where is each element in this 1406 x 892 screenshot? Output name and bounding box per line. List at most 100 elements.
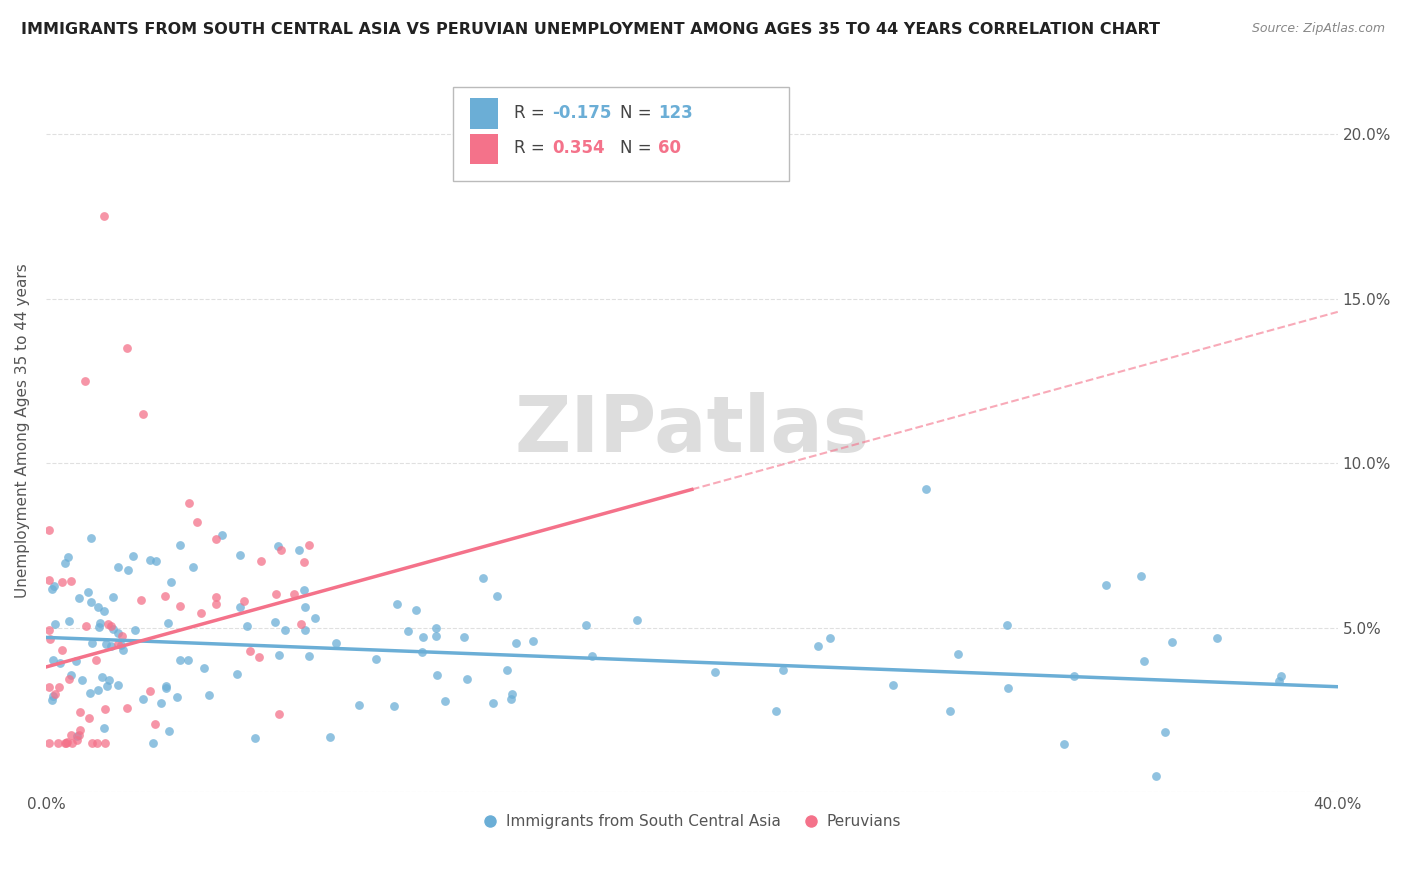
Point bbox=[325, 636, 347, 650]
Point bbox=[150, 696, 173, 710]
Point bbox=[100, 639, 122, 653]
Point bbox=[772, 663, 794, 677]
Point bbox=[166, 690, 188, 704]
Point bbox=[65, 654, 87, 668]
Point bbox=[177, 496, 200, 510]
Text: 0.354: 0.354 bbox=[553, 139, 605, 157]
Point bbox=[93, 721, 115, 735]
Point bbox=[807, 639, 830, 653]
Point bbox=[267, 539, 290, 553]
Point bbox=[67, 728, 90, 742]
Point bbox=[42, 653, 65, 667]
Point bbox=[157, 723, 180, 738]
Point bbox=[205, 532, 228, 546]
Text: 60: 60 bbox=[658, 139, 682, 157]
Point bbox=[51, 574, 73, 589]
Point bbox=[236, 619, 259, 633]
Point bbox=[501, 692, 523, 706]
Y-axis label: Unemployment Among Ages 35 to 44 years: Unemployment Among Ages 35 to 44 years bbox=[15, 263, 30, 598]
Point bbox=[110, 629, 132, 643]
Point bbox=[229, 600, 252, 615]
Point bbox=[132, 691, 155, 706]
Point bbox=[100, 618, 122, 632]
Point bbox=[58, 672, 80, 686]
Point bbox=[486, 589, 509, 603]
Point bbox=[107, 625, 129, 640]
Point bbox=[69, 723, 91, 738]
Point bbox=[229, 548, 252, 562]
Point bbox=[153, 589, 176, 603]
Point bbox=[66, 733, 89, 747]
Point bbox=[80, 595, 103, 609]
Point bbox=[53, 736, 76, 750]
Point bbox=[56, 549, 79, 564]
Point bbox=[58, 614, 80, 628]
Point bbox=[264, 615, 287, 629]
Point bbox=[157, 615, 180, 630]
Point bbox=[995, 617, 1018, 632]
Point bbox=[205, 597, 228, 611]
Point bbox=[66, 729, 89, 743]
Text: N =: N = bbox=[620, 103, 657, 121]
Point bbox=[115, 341, 138, 355]
Text: R =: R = bbox=[513, 139, 550, 157]
Point bbox=[111, 643, 134, 657]
Point bbox=[198, 688, 221, 702]
Point bbox=[425, 629, 447, 643]
Point bbox=[38, 680, 60, 694]
Point bbox=[1144, 768, 1167, 782]
Point bbox=[124, 623, 146, 637]
Point bbox=[298, 648, 321, 663]
Point bbox=[143, 716, 166, 731]
Point bbox=[94, 637, 117, 651]
Point bbox=[51, 642, 73, 657]
Point bbox=[193, 660, 215, 674]
Point bbox=[75, 619, 97, 633]
Point bbox=[77, 584, 100, 599]
Point bbox=[129, 593, 152, 607]
Point bbox=[53, 556, 76, 570]
Point bbox=[169, 599, 191, 614]
Point bbox=[159, 574, 181, 589]
Point bbox=[73, 374, 96, 388]
Point bbox=[77, 711, 100, 725]
Point bbox=[132, 407, 155, 421]
Point bbox=[765, 705, 787, 719]
Point bbox=[1133, 654, 1156, 668]
Point bbox=[142, 736, 165, 750]
Point bbox=[86, 683, 108, 698]
Point bbox=[60, 728, 83, 742]
Point bbox=[177, 653, 200, 667]
Point bbox=[80, 736, 103, 750]
Point bbox=[239, 644, 262, 658]
Point bbox=[1063, 669, 1085, 683]
Point bbox=[38, 573, 60, 587]
Point bbox=[117, 563, 139, 577]
Point bbox=[387, 597, 409, 611]
Point bbox=[292, 582, 315, 597]
Point bbox=[250, 554, 273, 568]
Point bbox=[190, 606, 212, 620]
Point bbox=[155, 679, 177, 693]
Point bbox=[79, 686, 101, 700]
FancyBboxPatch shape bbox=[453, 87, 789, 181]
Point bbox=[82, 636, 104, 650]
Point bbox=[44, 687, 66, 701]
FancyBboxPatch shape bbox=[470, 134, 498, 164]
Point bbox=[69, 706, 91, 720]
Point bbox=[94, 736, 117, 750]
Point bbox=[292, 555, 315, 569]
Point bbox=[946, 648, 969, 662]
Point bbox=[101, 623, 124, 637]
Point bbox=[93, 604, 115, 618]
Point bbox=[405, 602, 427, 616]
Point bbox=[575, 618, 598, 632]
Point bbox=[433, 694, 456, 708]
Point bbox=[87, 600, 110, 615]
Point bbox=[186, 515, 208, 529]
Point bbox=[496, 663, 519, 677]
Point bbox=[110, 638, 132, 652]
Point bbox=[1053, 737, 1076, 751]
FancyBboxPatch shape bbox=[470, 98, 498, 128]
Point bbox=[425, 621, 447, 635]
